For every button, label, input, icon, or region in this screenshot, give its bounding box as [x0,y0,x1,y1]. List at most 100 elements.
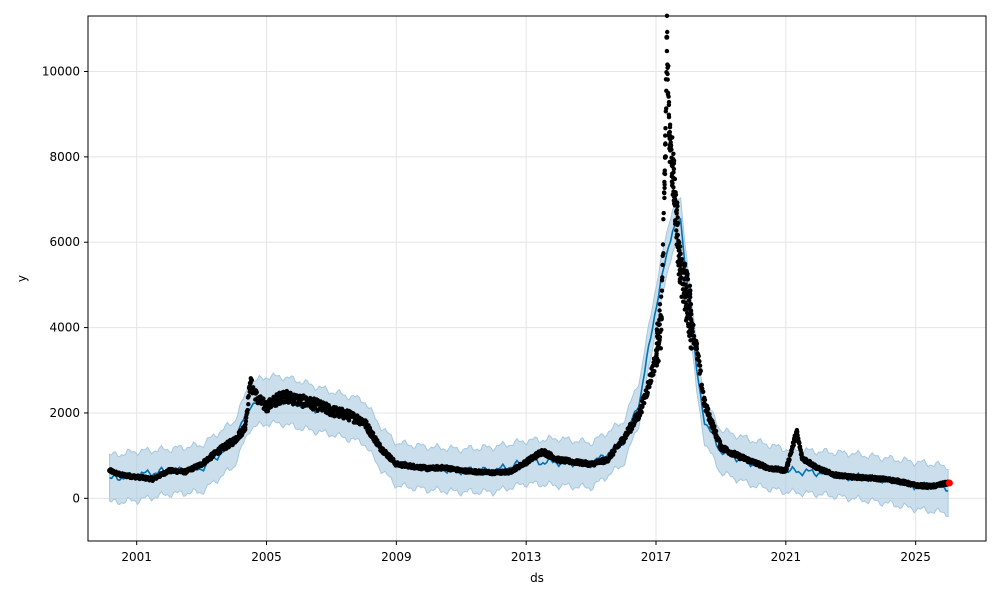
data-point [674,209,679,214]
data-point [694,341,700,346]
data-point [696,353,701,359]
data-point [364,419,369,424]
data-point [661,210,666,216]
x-tick-label: 2009 [381,550,412,564]
data-point [707,412,712,417]
data-point [791,443,796,448]
data-point [684,289,689,294]
data-point [663,133,668,138]
data-point [698,368,703,374]
data-point [662,171,667,176]
x-axis-ticks: 2001 2005 2009 2013 2017 2021 2025 [121,541,931,564]
x-tick-label: 2021 [771,550,802,564]
data-point [686,298,692,303]
data-point [685,273,690,278]
x-tick-label: 2013 [511,550,542,564]
data-point [659,288,665,293]
data-point [687,283,693,288]
data-point [697,359,702,364]
data-point [662,195,667,201]
data-point [642,400,647,406]
data-point [654,351,659,356]
data-point [254,389,259,395]
data-point [784,466,789,472]
data-point [667,143,672,148]
data-point [701,389,706,394]
data-point [691,333,697,339]
y-axis-ticks: 0 2000 4000 6000 8000 10000 [42,64,88,505]
data-point [647,384,652,390]
data-point [677,263,683,268]
data-point [679,257,684,262]
data-point [612,449,617,454]
data-point [665,62,670,67]
data-point [243,419,249,424]
data-point [687,302,693,307]
x-axis-label: ds [530,571,544,585]
data-point [686,329,691,335]
data-point [665,29,670,35]
data-point [244,415,249,420]
data-point [671,185,676,190]
data-point [678,251,683,256]
data-point [351,411,356,416]
data-point [246,402,251,407]
data-point [659,278,665,283]
data-point [661,251,666,256]
data-point [682,276,688,281]
data-point [666,99,672,105]
data-point [665,71,670,77]
data-point [673,221,678,227]
data-point [677,276,683,282]
data-point [686,321,691,327]
data-point [654,341,660,346]
data-point [687,333,692,338]
y-tick-label: 6000 [49,235,80,249]
data-point [655,360,660,365]
data-point [663,77,669,82]
data-point [245,407,250,413]
data-point [686,314,691,319]
data-point [683,304,689,309]
data-point [681,262,687,268]
data-point [688,294,693,300]
y-tick-label: 4000 [49,321,80,335]
data-point [668,136,673,142]
data-point [797,440,802,445]
data-point [684,294,689,299]
data-point [669,163,675,168]
data-point [787,457,792,462]
data-point [675,200,680,205]
data-point [663,141,668,146]
data-point [658,315,663,320]
data-point [243,427,248,432]
data-point [657,302,663,307]
data-point [683,300,688,305]
data-point [662,190,667,196]
x-tick-label: 2001 [121,550,152,564]
data-point [664,48,670,54]
data-point [246,393,251,399]
data-point [799,452,804,457]
uncertainty-band [109,196,949,518]
y-tick-label: 2000 [49,406,80,420]
data-point [660,242,666,247]
data-point [670,159,676,164]
data-point [657,308,662,313]
data-point [687,289,692,294]
data-point [656,346,661,351]
data-point [675,215,680,220]
data-point [664,106,669,111]
data-point [677,280,683,285]
data-point [664,88,669,94]
data-point [671,151,676,156]
data-point [712,424,717,429]
data-point [676,272,681,277]
data-point [679,294,684,299]
grid [88,16,986,541]
y-tick-label: 0 [72,491,80,505]
data-point [645,390,650,395]
data-point [639,410,644,415]
